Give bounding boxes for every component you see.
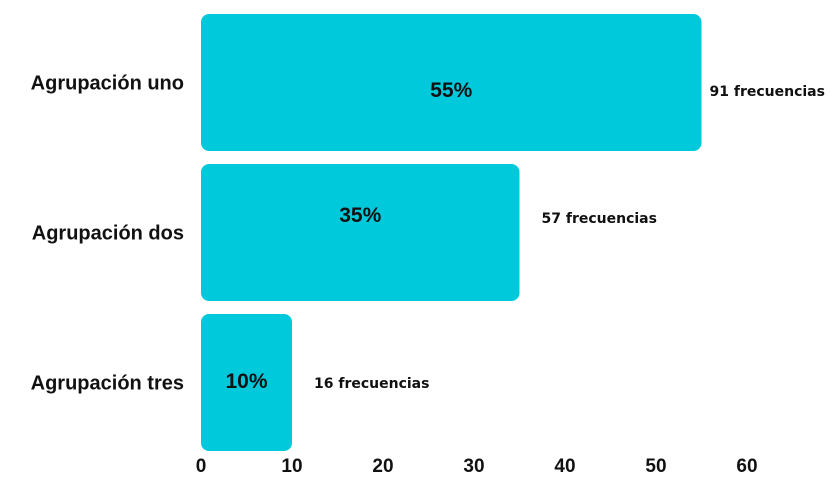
x-tick-label: 10 xyxy=(281,456,302,477)
frequency-annotation: 57 frecuencias xyxy=(542,211,657,227)
labels: Agrupación uno 55% 91 frecuencias Agrupació… xyxy=(31,73,825,395)
bars xyxy=(201,14,702,451)
category-label: Agrupación dos xyxy=(32,223,184,245)
frequency-annotation: 16 frecuencias xyxy=(314,376,429,392)
bar-1 xyxy=(201,14,702,151)
x-tick-label: 20 xyxy=(372,456,393,477)
category-label: Agrupación tres xyxy=(31,373,184,395)
category-label: Agrupación uno xyxy=(31,73,184,95)
data-label: 10% xyxy=(225,370,267,393)
data-label: 35% xyxy=(339,204,381,227)
bar-3 xyxy=(201,314,292,451)
frequency-annotation: 91 frecuencias xyxy=(710,84,825,100)
x-tick-label: 30 xyxy=(463,456,484,477)
bar-2 xyxy=(201,164,520,301)
x-axis-ticks: 0 10 20 30 40 50 60 xyxy=(196,456,758,477)
x-tick-label: 50 xyxy=(645,456,666,477)
x-tick-label: 0 xyxy=(196,456,207,477)
x-tick-label: 60 xyxy=(736,456,757,477)
x-tick-label: 40 xyxy=(554,456,575,477)
data-label: 55% xyxy=(430,79,472,102)
